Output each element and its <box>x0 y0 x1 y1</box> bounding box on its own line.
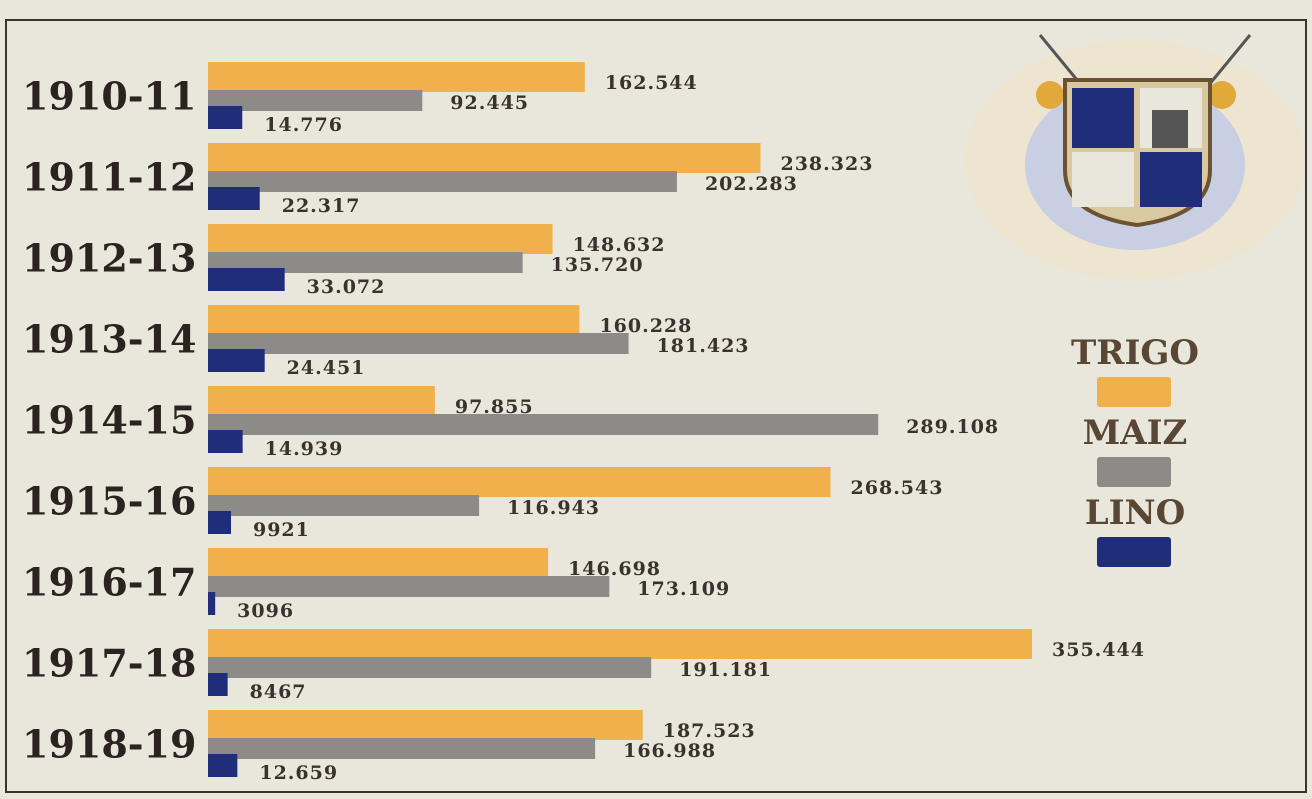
value-label: 9921 <box>253 519 310 541</box>
legend-label: TRIGO <box>1071 333 1199 373</box>
bar <box>208 467 831 497</box>
bar <box>208 629 1032 659</box>
value-label: 8467 <box>250 681 307 703</box>
value-label: 160.228 <box>599 315 692 337</box>
value-label: 24.451 <box>287 357 366 379</box>
value-label: 166.988 <box>623 740 716 762</box>
bar <box>208 62 585 92</box>
bar <box>208 710 643 740</box>
value-label: 14.939 <box>265 438 344 460</box>
value-label: 355.444 <box>1052 639 1145 661</box>
bar <box>208 386 435 416</box>
bar <box>208 90 423 111</box>
bar <box>208 187 260 210</box>
bar <box>208 349 265 372</box>
value-label: 92.445 <box>450 92 529 114</box>
bar <box>208 495 480 516</box>
value-label: 162.544 <box>605 72 698 94</box>
category-label: 1911-12 <box>22 155 196 200</box>
category-label: 1913-14 <box>22 317 196 362</box>
value-label: 181.423 <box>657 335 750 357</box>
legend-swatch <box>1097 537 1171 567</box>
value-label: 22.317 <box>282 195 361 217</box>
emblem <box>965 34 1305 280</box>
bar <box>208 224 553 254</box>
bar <box>208 430 243 453</box>
value-label: 191.181 <box>679 659 772 681</box>
legend-label: MAIZ <box>1083 413 1188 453</box>
category-label: 1914-15 <box>22 398 196 443</box>
bar <box>208 738 596 759</box>
bar <box>208 414 879 435</box>
value-label: 202.283 <box>705 173 798 195</box>
value-label: 135.720 <box>551 254 644 276</box>
bar <box>208 143 761 173</box>
bar <box>208 657 652 678</box>
value-label: 289.108 <box>906 416 999 438</box>
bar <box>208 548 549 578</box>
legend-swatch <box>1097 377 1171 407</box>
value-label: 187.523 <box>663 720 756 742</box>
legend-label: LINO <box>1085 493 1186 533</box>
bar <box>208 576 610 597</box>
value-label: 97.855 <box>455 396 534 418</box>
bar <box>208 592 216 615</box>
category-label: 1912-13 <box>22 236 196 281</box>
value-label: 3096 <box>237 600 294 622</box>
bar <box>208 252 523 273</box>
legend-swatch <box>1097 457 1171 487</box>
value-label: 148.632 <box>573 234 666 256</box>
bar <box>208 106 243 129</box>
category-label: 1917-18 <box>22 641 196 686</box>
value-label: 12.659 <box>259 762 338 784</box>
value-label: 146.698 <box>568 558 661 580</box>
category-label: 1915-16 <box>22 479 196 524</box>
value-label: 173.109 <box>637 578 730 600</box>
bar <box>208 754 238 777</box>
bar <box>208 171 677 192</box>
bar <box>208 673 228 696</box>
category-label: 1916-17 <box>22 560 196 605</box>
value-label: 116.943 <box>507 497 600 519</box>
frame <box>5 19 1307 793</box>
category-label: 1910-11 <box>22 74 196 119</box>
value-label: 33.072 <box>307 276 386 298</box>
bar <box>208 333 629 354</box>
bar <box>208 305 580 335</box>
value-label: 268.543 <box>851 477 944 499</box>
bar <box>208 268 285 291</box>
bar <box>208 511 231 534</box>
category-label: 1918-19 <box>22 722 196 767</box>
value-label: 238.323 <box>780 153 873 175</box>
value-label: 14.776 <box>264 114 343 136</box>
